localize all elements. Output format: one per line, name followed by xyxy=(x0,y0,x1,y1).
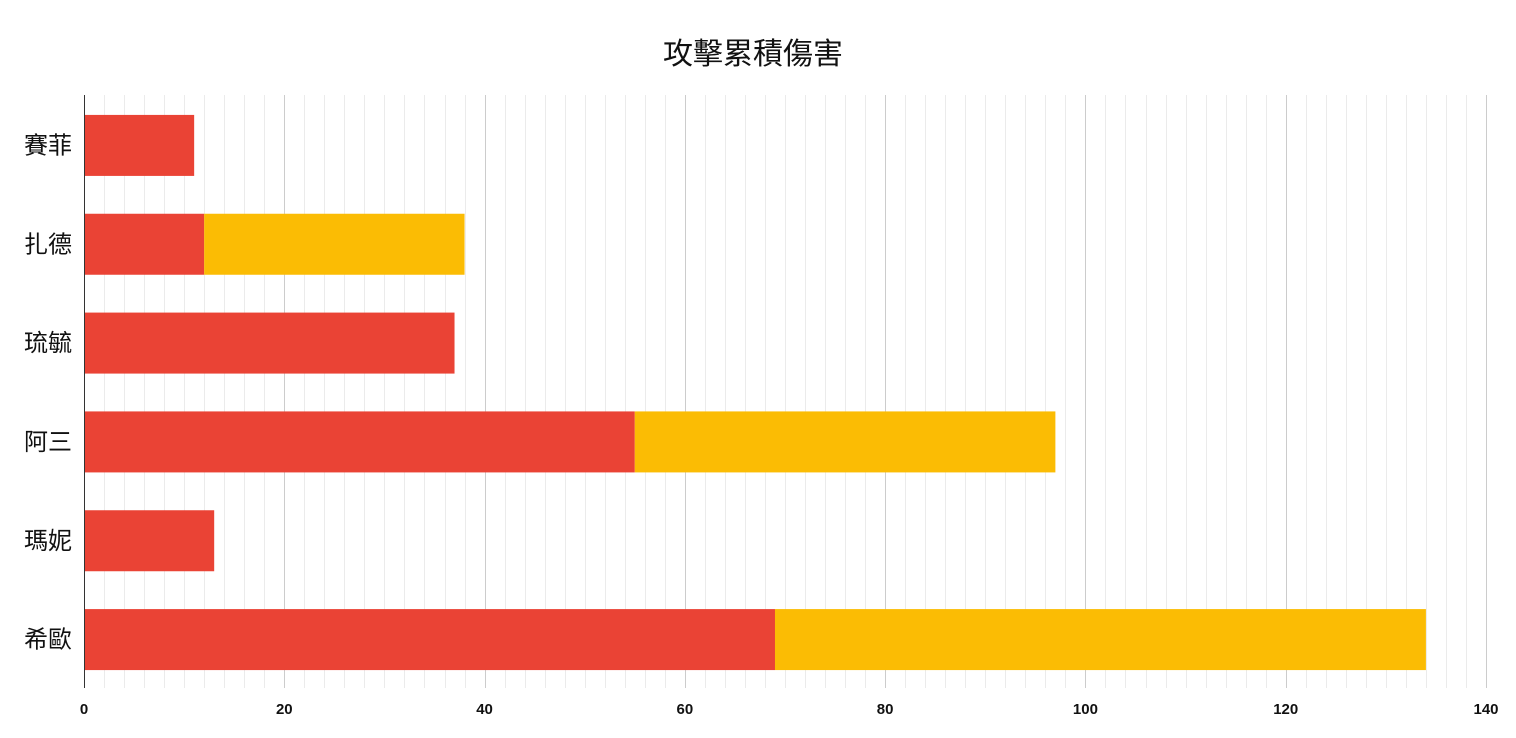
major-gridlines xyxy=(284,95,1487,688)
x-tick-label: 0 xyxy=(80,701,88,718)
x-tick-label: 20 xyxy=(276,701,293,718)
bar-segment-series-2 xyxy=(774,609,1426,671)
bar-segment-series-1 xyxy=(84,114,195,176)
bar-segment-series-1 xyxy=(84,609,775,671)
bar-segment-series-2 xyxy=(634,411,1056,473)
bar-segment-series-1 xyxy=(84,510,215,572)
minor-gridlines xyxy=(104,95,1467,688)
x-tick-label: 80 xyxy=(877,701,894,718)
category-label: 賽菲 xyxy=(24,131,72,159)
x-tick-label: 60 xyxy=(677,701,694,718)
bar-segment-series-1 xyxy=(84,411,635,473)
category-label: 希歐 xyxy=(24,626,72,654)
x-tick-label: 140 xyxy=(1473,701,1498,718)
category-label: 阿三 xyxy=(24,428,72,456)
category-label: 琉毓 xyxy=(24,329,72,357)
category-label: 瑪妮 xyxy=(24,527,72,555)
category-label: 扎德 xyxy=(24,230,72,258)
bar-segment-series-1 xyxy=(84,213,205,275)
bar-segment-series-2 xyxy=(204,213,465,275)
x-tick-label: 120 xyxy=(1273,701,1298,718)
chart-title: 攻擊累積傷害 xyxy=(663,37,843,72)
x-tick-label: 40 xyxy=(476,701,493,718)
x-tick-labels: 0 20 40 60 80 100 120 140 xyxy=(80,701,1499,718)
bar-segment-series-1 xyxy=(84,312,455,374)
bars xyxy=(84,114,1426,671)
x-tick-label: 100 xyxy=(1073,701,1098,718)
